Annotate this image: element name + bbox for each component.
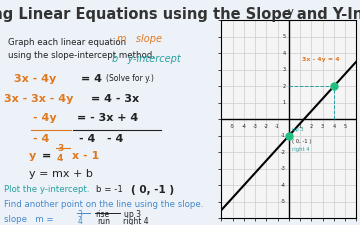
Text: 4: 4 bbox=[57, 154, 63, 163]
Text: -3: -3 bbox=[281, 166, 286, 171]
Text: b = -1: b = -1 bbox=[96, 184, 122, 194]
Text: 4: 4 bbox=[332, 124, 336, 129]
Text: 1: 1 bbox=[283, 100, 286, 105]
Text: 4: 4 bbox=[78, 217, 83, 225]
Text: 2: 2 bbox=[310, 124, 313, 129]
Text: (Solve for y.): (Solve for y.) bbox=[106, 74, 154, 83]
Text: Find another point on the line using the slope.: Find another point on the line using the… bbox=[4, 200, 203, 209]
Text: - 4y: - 4y bbox=[33, 113, 57, 123]
Text: ( 0, -1 ): ( 0, -1 ) bbox=[131, 184, 174, 195]
Text: 4: 4 bbox=[283, 51, 286, 56]
Text: rise: rise bbox=[96, 210, 110, 219]
Text: = - 3x + 4: = - 3x + 4 bbox=[77, 113, 138, 123]
Text: 3: 3 bbox=[78, 210, 83, 219]
Text: -5: -5 bbox=[230, 124, 235, 129]
Text: ( 0, -1 ): ( 0, -1 ) bbox=[292, 139, 312, 144]
Text: up 3: up 3 bbox=[292, 127, 304, 132]
Text: 3x - 3x - 4y: 3x - 3x - 4y bbox=[4, 94, 73, 104]
Text: -4: -4 bbox=[242, 124, 246, 129]
Text: -4: -4 bbox=[281, 183, 286, 188]
Text: 3x - 4y = 4: 3x - 4y = 4 bbox=[302, 57, 340, 62]
Text: - 4: - 4 bbox=[33, 134, 49, 144]
Text: 3: 3 bbox=[283, 67, 286, 72]
Text: -1: -1 bbox=[275, 124, 280, 129]
Text: run: run bbox=[97, 217, 110, 225]
Text: 2: 2 bbox=[283, 84, 286, 89]
Text: 5: 5 bbox=[343, 124, 347, 129]
Text: Plot the y-intercept.: Plot the y-intercept. bbox=[4, 184, 89, 194]
Text: 3: 3 bbox=[321, 124, 324, 129]
Text: = 4: = 4 bbox=[81, 74, 102, 84]
Text: - 4   - 4: - 4 - 4 bbox=[79, 134, 123, 144]
Text: -2: -2 bbox=[281, 150, 286, 155]
Text: 1: 1 bbox=[298, 124, 302, 129]
Text: 3: 3 bbox=[57, 144, 63, 153]
Text: right 4: right 4 bbox=[123, 217, 149, 225]
Text: m   slope: m slope bbox=[117, 34, 162, 44]
Text: -1: -1 bbox=[281, 133, 286, 138]
Text: x - 1: x - 1 bbox=[72, 151, 99, 161]
Text: 3x - 4y: 3x - 4y bbox=[14, 74, 56, 84]
Text: y: y bbox=[288, 7, 293, 17]
Text: right 4: right 4 bbox=[292, 147, 310, 152]
Text: slope   m =: slope m = bbox=[4, 215, 53, 224]
Text: = 4 - 3x: = 4 - 3x bbox=[91, 94, 140, 104]
Text: 5: 5 bbox=[283, 34, 286, 39]
Text: Graph each linear equation
using the slope-intercept method.: Graph each linear equation using the slo… bbox=[8, 38, 155, 60]
Text: =: = bbox=[42, 151, 51, 161]
Text: Graphing Linear Equations using the Slope and Y-Intercept: Graphing Linear Equations using the Slop… bbox=[0, 7, 360, 22]
Text: y: y bbox=[29, 151, 36, 161]
Text: -2: -2 bbox=[264, 124, 269, 129]
Text: -3: -3 bbox=[253, 124, 258, 129]
Text: -5: -5 bbox=[281, 199, 286, 204]
Text: b   y-intercept: b y-intercept bbox=[112, 54, 181, 64]
Text: up 3: up 3 bbox=[124, 210, 141, 219]
Text: y = mx + b: y = mx + b bbox=[29, 169, 93, 179]
